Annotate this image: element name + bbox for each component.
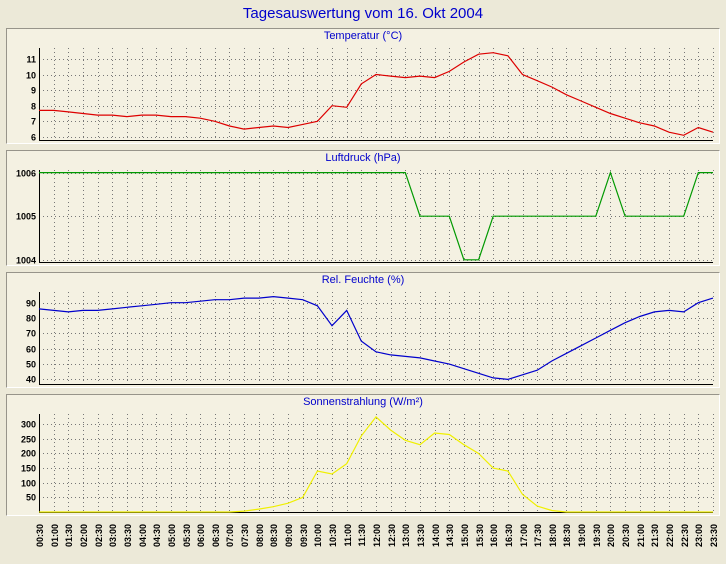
- x-tick-label: 10:00: [313, 524, 324, 548]
- x-tick-label: 18:30: [562, 524, 573, 548]
- x-tick-label: 07:30: [240, 524, 251, 548]
- y-tick-label: 40: [26, 375, 36, 385]
- x-tick-label: 23:00: [694, 524, 705, 548]
- y-tick-label: 9: [31, 86, 36, 96]
- y-tick-label: 300: [21, 420, 36, 430]
- x-tick-label: 14:30: [445, 524, 456, 548]
- y-tick-label: 70: [26, 329, 36, 339]
- y-tick-label: 100: [21, 479, 36, 489]
- x-tick-label: 23:30: [709, 524, 719, 548]
- x-tick-label: 11:30: [357, 524, 368, 547]
- x-tick-label: 21:00: [635, 524, 646, 548]
- x-tick-label: 04:30: [152, 524, 163, 548]
- panel-pressure: Luftdruck (hPa) 1004 1005 1006: [6, 150, 720, 266]
- y-tick-label: 90: [26, 299, 36, 309]
- y-tick-label: 1006: [16, 169, 36, 179]
- y-tick-label: 50: [26, 360, 36, 370]
- y-tick-label: 10: [26, 71, 36, 81]
- x-tick-label: 22:30: [679, 524, 690, 548]
- panel-title-temperature: Temperatur (°C): [323, 30, 403, 42]
- y-tick-label: 60: [26, 345, 36, 355]
- x-tick-label: 09:30: [298, 524, 309, 548]
- x-tick-label: 15:30: [474, 524, 485, 548]
- humidity-chart: 40 50 60 70 80 90: [26, 292, 714, 385]
- x-tick-label: 06:00: [196, 524, 207, 548]
- x-tick-label: 09:00: [284, 524, 295, 548]
- x-tick-label: 11:00: [342, 524, 353, 547]
- chart-line: [39, 416, 713, 513]
- x-tick-label: 02:00: [78, 524, 89, 548]
- y-tick-label: 6: [31, 133, 36, 143]
- x-tick-label: 10:30: [328, 524, 339, 548]
- x-tick-label: 07:00: [225, 524, 236, 548]
- y-tick-label: 11: [26, 55, 36, 65]
- x-tick-label: 17:30: [533, 524, 544, 548]
- pressure-chart: 1004 1005 1006: [16, 169, 714, 266]
- panel-radiation: Sonnenstrahlung (W/m²) 50 100 150 200 250 300: [6, 394, 720, 516]
- x-tick-label: 13:30: [415, 524, 426, 548]
- x-tick-label: 20:00: [606, 524, 617, 548]
- x-tick-label: 05:00: [166, 524, 177, 548]
- y-tick-label: 1004: [16, 256, 36, 266]
- x-tick-label: 13:00: [401, 524, 412, 548]
- x-tick-label: 22:00: [665, 524, 676, 548]
- x-tick-label: 17:00: [518, 524, 529, 548]
- x-axis-labels: 00:30 01:00 01:30 02:00 02:30 03:00 03:30 04:00…: [6, 522, 720, 564]
- panel-temperature: Temperatur (°C) 6 7 8 9 10 11: [6, 28, 720, 144]
- chart-line: [39, 52, 714, 136]
- panel-title-humidity: Rel. Feuchte (%): [321, 274, 405, 286]
- x-tick-label: 05:30: [181, 524, 192, 548]
- x-tick-label: 01:30: [64, 524, 75, 548]
- x-tick-label: 02:30: [93, 524, 104, 548]
- y-tick-label: 250: [21, 435, 36, 445]
- x-tick-label: 16:30: [503, 524, 514, 548]
- x-tick-label: 15:00: [459, 524, 470, 548]
- y-tick-label: 150: [21, 464, 36, 474]
- temperature-chart: 6 7 8 9 10 11: [26, 48, 714, 143]
- x-tick-label: 08:30: [269, 524, 280, 548]
- x-tick-label: 19:30: [591, 524, 602, 548]
- page-title: Tagesauswertung vom 16. Okt 2004: [242, 5, 484, 22]
- y-tick-label: 50: [26, 493, 36, 503]
- x-tick-label: 14:00: [430, 524, 441, 548]
- x-tick-label: 12:30: [386, 524, 397, 548]
- chart-line: [38, 295, 714, 381]
- x-tick-label: 12:00: [372, 524, 382, 548]
- x-tick-label: 06:30: [210, 524, 221, 548]
- y-tick-label: 200: [21, 449, 36, 459]
- y-tick-label: 80: [26, 314, 36, 324]
- x-tick-label: 00:30: [35, 524, 45, 548]
- x-tick-label: 04:00: [137, 524, 148, 548]
- x-tick-label: 08:00: [254, 524, 265, 548]
- panel-humidity: Rel. Feuchte (%) 40 50 60 70 80 90: [6, 272, 720, 388]
- y-tick-label: 1005: [16, 212, 36, 222]
- radiation-chart: 50 100 150 200 250 300: [21, 414, 714, 513]
- x-tick-label: 21:30: [650, 524, 661, 548]
- x-tick-label: 20:30: [621, 524, 632, 548]
- x-tick-label: 18:00: [547, 524, 558, 548]
- x-tick-label: 03:00: [108, 524, 119, 548]
- x-tick-label: 01:00: [49, 524, 60, 548]
- chart-line: [39, 170, 713, 261]
- panel-title-radiation: Sonnenstrahlung (W/m²): [303, 396, 423, 408]
- x-tick-label: 16:00: [489, 524, 500, 548]
- y-tick-label: 8: [31, 102, 36, 112]
- x-tick-label: 03:30: [122, 524, 133, 548]
- y-tick-label: 7: [31, 117, 36, 127]
- panel-title-pressure: Luftdruck (hPa): [325, 152, 401, 164]
- x-tick-label: 19:00: [577, 524, 588, 548]
